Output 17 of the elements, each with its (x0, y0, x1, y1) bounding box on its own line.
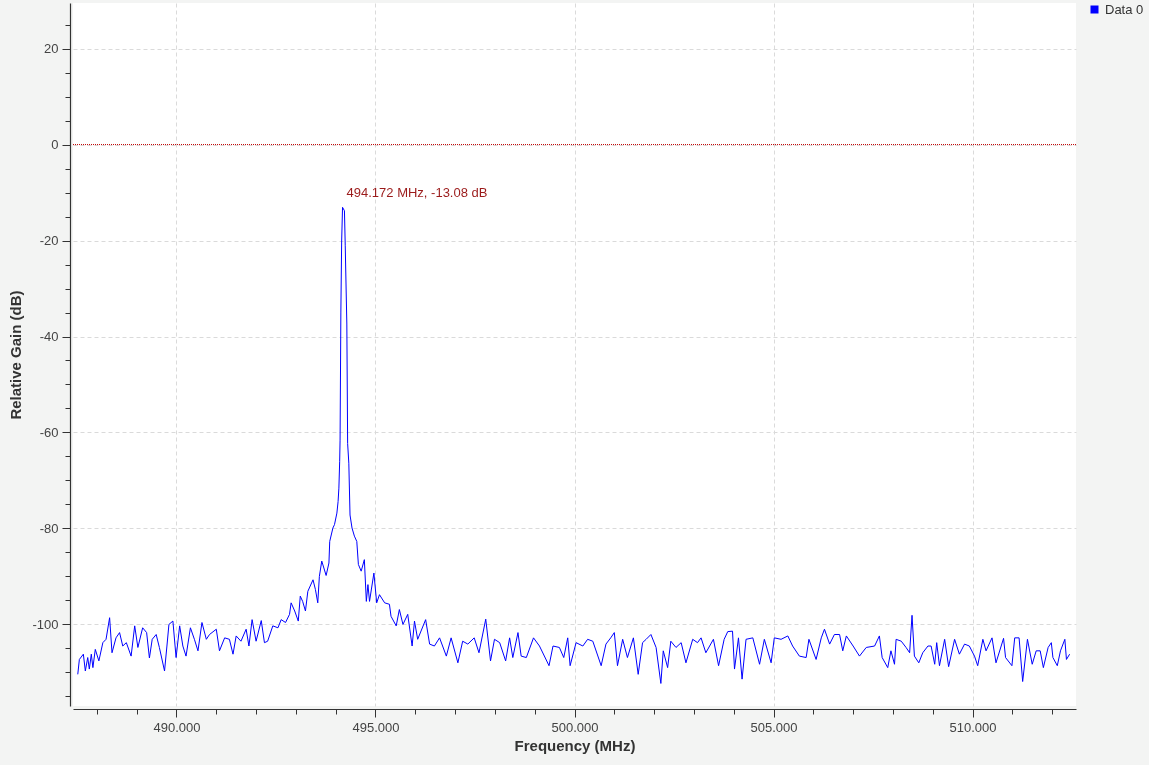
x-tick-label: 505.000 (750, 719, 798, 735)
y-axis-title: Relative Gain (dB) (7, 290, 25, 420)
x-tick-label: 495.000 (352, 719, 400, 735)
y-tick-label: 20 (44, 41, 59, 57)
y-tick-label: -60 (39, 424, 59, 440)
line-series (77, 206, 1071, 684)
x-axis-title: Frequency (MHz) (514, 736, 636, 754)
y-tick-label: -40 (39, 329, 59, 345)
legend-label: Data 0 (1105, 1, 1144, 17)
x-tick-label: 500.000 (551, 719, 599, 735)
x-tick-label: 510.000 (949, 719, 997, 735)
y-tick-label: 0 (51, 137, 59, 153)
y-tick-label: -80 (39, 520, 59, 536)
y-tick-label: -100 (32, 616, 59, 632)
y-tick-label: -20 (39, 233, 59, 249)
x-tick-label: 490.000 (153, 719, 201, 735)
annotation: 494.172 MHz, -13.08 dB (346, 185, 488, 201)
